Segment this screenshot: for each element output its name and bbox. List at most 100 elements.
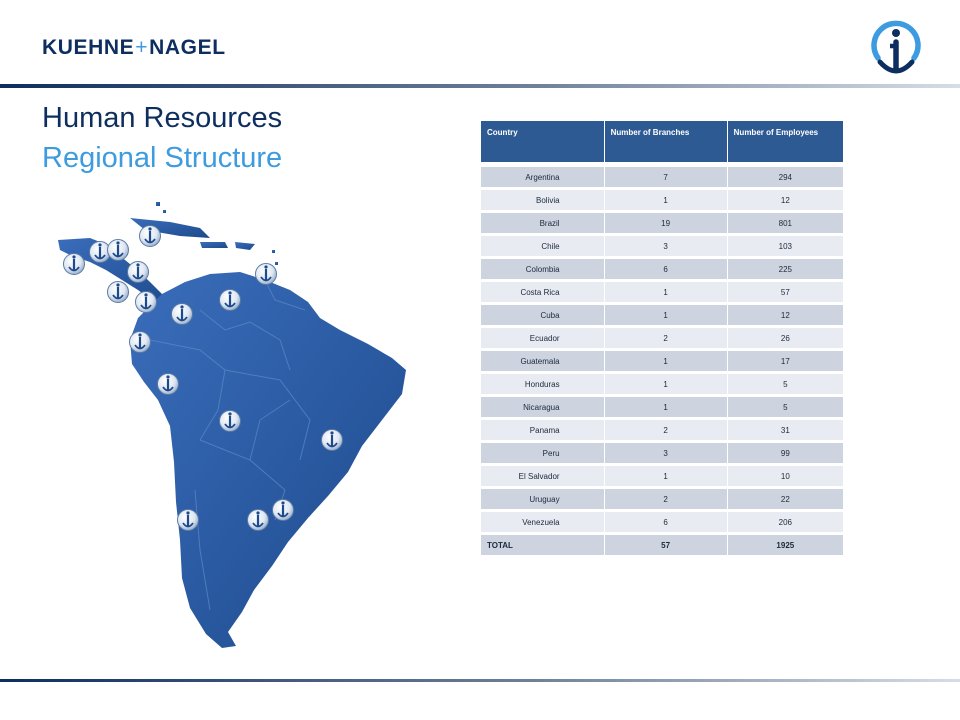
anchor-pin-icon — [177, 509, 199, 531]
country-cell: Nicaragua — [481, 395, 605, 420]
header-country: Country — [481, 121, 605, 167]
employees-cell: 22 — [727, 487, 843, 512]
table-row: Chile 3 103 — [481, 234, 843, 259]
table-total-row: TOTAL 57 1925 — [481, 533, 843, 558]
total-label: TOTAL — [481, 533, 605, 558]
anchor-pin-icon — [107, 239, 129, 261]
country-cell: Chile — [481, 234, 605, 259]
employees-cell: 10 — [727, 464, 843, 489]
table-header-row: Country Number of Branches Number of Emp… — [481, 121, 843, 167]
country-cell: Uruguay — [481, 487, 605, 512]
country-cell: Venezuela — [481, 510, 605, 535]
table-row: El Salvador 1 10 — [481, 464, 843, 489]
employees-cell: 31 — [727, 418, 843, 443]
branches-cell: 1 — [604, 280, 728, 305]
country-cell: Colombia — [481, 257, 605, 282]
table-row: Venezuela 6 206 — [481, 510, 843, 535]
anchor-pin-icon — [171, 303, 193, 325]
branches-cell: 1 — [604, 188, 728, 213]
employees-cell: 57 — [727, 280, 843, 305]
employees-cell: 103 — [727, 234, 843, 259]
branches-cell: 1 — [604, 303, 728, 328]
brand-plus: + — [135, 36, 149, 59]
employees-cell: 99 — [727, 441, 843, 466]
branches-cell: 3 — [604, 234, 728, 259]
table-row: Peru 3 99 — [481, 441, 843, 466]
south-america-landmass — [130, 272, 406, 648]
brand-name-right: NAGEL — [149, 36, 226, 59]
anchor-info-icon — [871, 20, 921, 74]
country-cell: Peru — [481, 441, 605, 466]
footer-divider — [0, 679, 960, 682]
branches-cell: 2 — [604, 487, 728, 512]
branches-cell: 7 — [604, 164, 728, 190]
table-row: Bolivia 1 12 — [481, 188, 843, 213]
country-cell: Guatemala — [481, 349, 605, 374]
brand-wordmark: KUEHNE+NAGEL — [42, 36, 226, 60]
employees-cell: 26 — [727, 326, 843, 351]
anchor-pin-icon — [139, 225, 161, 247]
employees-cell: 12 — [727, 188, 843, 213]
branches-cell: 6 — [604, 510, 728, 535]
table-row: Uruguay 2 22 — [481, 487, 843, 512]
table-row: Cuba 1 12 — [481, 303, 843, 328]
page-title: Human Resources — [42, 102, 283, 134]
table-row: Costa Rica 1 57 — [481, 280, 843, 305]
table-row: Colombia 6 225 — [481, 257, 843, 282]
country-cell: Cuba — [481, 303, 605, 328]
anchor-pin-icon — [135, 291, 157, 313]
branches-cell: 19 — [604, 211, 728, 236]
country-cell: Brazil — [481, 211, 605, 236]
anchor-pin-icon — [247, 509, 269, 531]
employees-cell: 17 — [727, 349, 843, 374]
header-employees: Number of Employees — [727, 121, 843, 167]
employees-cell: 294 — [727, 164, 843, 190]
anchor-pin-icon — [219, 289, 241, 311]
brand-name-left: KUEHNE — [42, 36, 135, 59]
branches-cell: 1 — [604, 349, 728, 374]
branches-cell: 1 — [604, 395, 728, 420]
country-cell: Honduras — [481, 372, 605, 397]
employees-cell: 5 — [727, 395, 843, 420]
table-row: Argentina 7 294 — [481, 164, 843, 190]
anchor-pin-icon — [255, 263, 277, 285]
branches-cell: 1 — [604, 464, 728, 489]
country-cell: Panama — [481, 418, 605, 443]
table-row: Nicaragua 1 5 — [481, 395, 843, 420]
employees-cell: 5 — [727, 372, 843, 397]
south-america-map — [58, 202, 406, 648]
country-cell: Bolivia — [481, 188, 605, 213]
caribbean-islands — [130, 202, 278, 265]
anchor-pin-icon — [107, 281, 129, 303]
anchor-pins — [63, 225, 343, 531]
table-row: Ecuador 2 26 — [481, 326, 843, 351]
total-branches: 57 — [604, 533, 728, 558]
employees-cell: 225 — [727, 257, 843, 282]
employees-cell: 801 — [727, 211, 843, 236]
anchor-pin-icon — [321, 429, 343, 451]
header-branches: Number of Branches — [604, 121, 728, 167]
anchor-pin-icon — [157, 373, 179, 395]
employees-cell: 12 — [727, 303, 843, 328]
table-row: Brazil 19 801 — [481, 211, 843, 236]
employees-cell: 206 — [727, 510, 843, 535]
anchor-pin-icon — [127, 261, 149, 283]
country-cell: Argentina — [481, 164, 605, 190]
anchor-pin-icon — [63, 253, 85, 275]
header-divider — [0, 84, 960, 88]
page-subtitle: Regional Structure — [42, 142, 283, 174]
branches-table: Country Number of Branches Number of Emp… — [481, 121, 843, 558]
branches-cell: 2 — [604, 418, 728, 443]
anchor-pin-icon — [272, 499, 294, 521]
anchor-pin-icon — [129, 331, 151, 353]
country-cell: Costa Rica — [481, 280, 605, 305]
country-cell: Ecuador — [481, 326, 605, 351]
table-row: Guatemala 1 17 — [481, 349, 843, 374]
branches-cell: 2 — [604, 326, 728, 351]
branches-cell: 6 — [604, 257, 728, 282]
table-row: Panama 2 31 — [481, 418, 843, 443]
branches-cell: 3 — [604, 441, 728, 466]
table-row: Honduras 1 5 — [481, 372, 843, 397]
country-cell: El Salvador — [481, 464, 605, 489]
branches-cell: 1 — [604, 372, 728, 397]
